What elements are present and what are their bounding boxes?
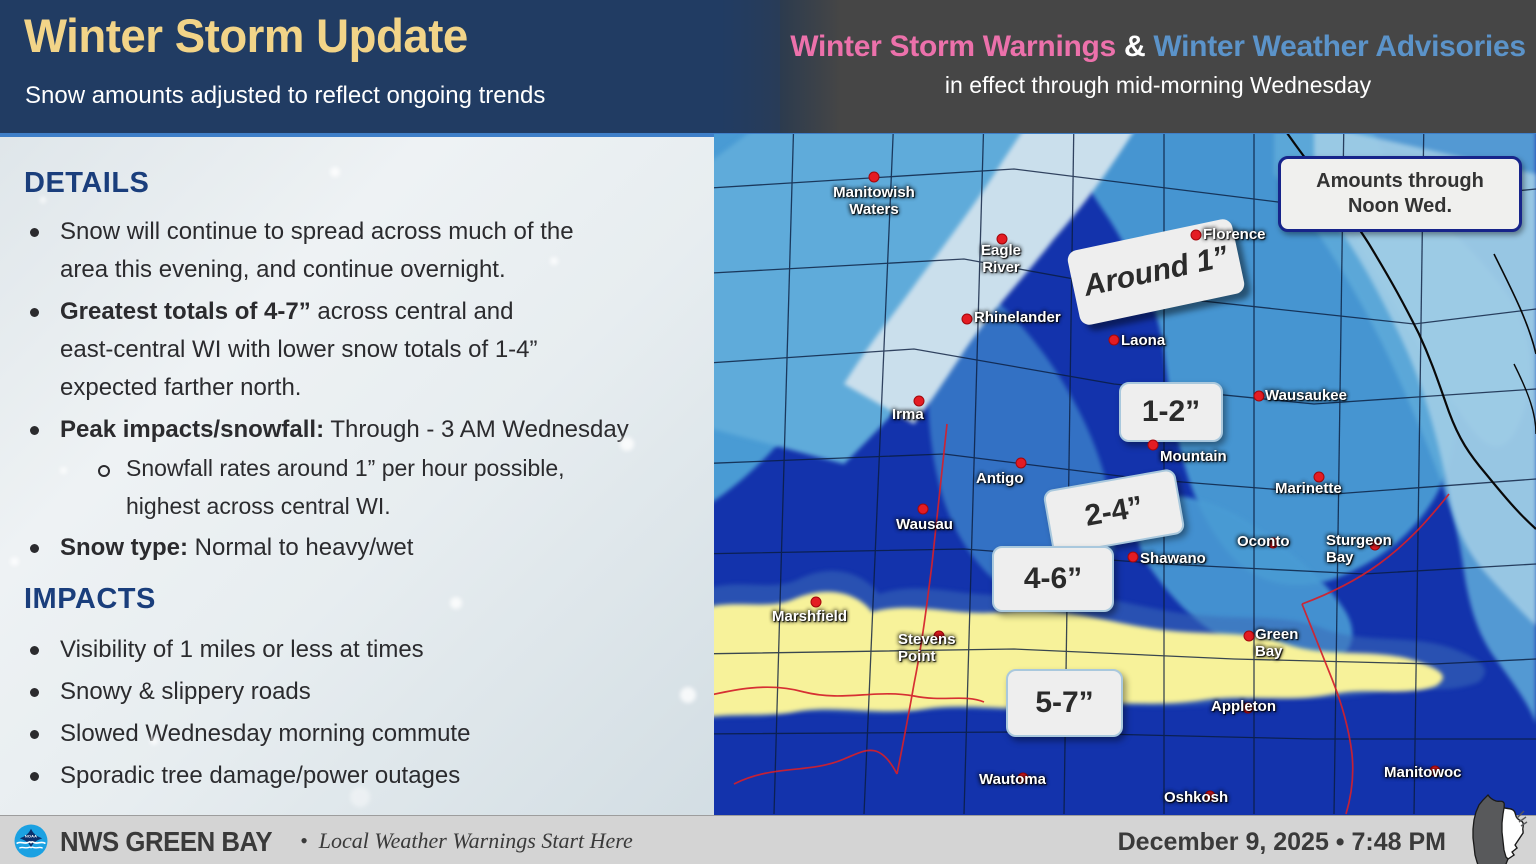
svg-text:NOAA: NOAA (25, 833, 37, 838)
